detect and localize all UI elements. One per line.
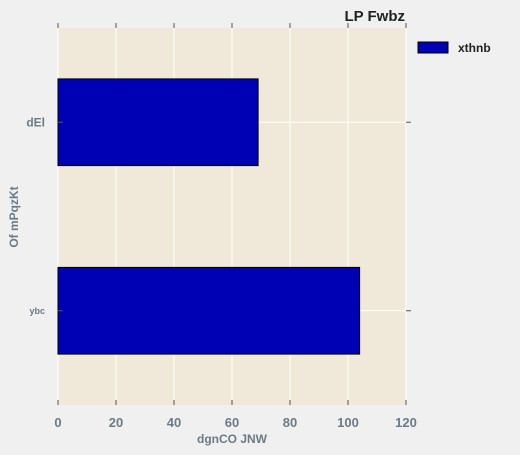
y-axis: ybc dEl: [26, 115, 411, 316]
x-tick-label: 0: [54, 415, 61, 430]
legend: xthnb: [417, 41, 491, 55]
x-tick-label: 120: [395, 415, 417, 430]
legend-swatch: [417, 41, 449, 54]
y-tick-label: dEl: [26, 115, 45, 129]
chart-title: LP Fwbz: [344, 8, 405, 25]
x-tick-label: 40: [167, 415, 181, 430]
y-tick-label: ybc: [29, 306, 45, 316]
legend-label: xthnb: [458, 41, 491, 55]
x-tick-label: 100: [337, 415, 359, 430]
bar: [57, 266, 361, 355]
x-tick-label: 80: [283, 415, 297, 430]
bar: [57, 78, 259, 167]
x-axis-label: dgnCO JNW: [197, 432, 268, 446]
x-axis: 0 20 40 60 80 100 120: [54, 23, 417, 430]
bars: [57, 78, 361, 355]
x-tick-label: 20: [109, 415, 123, 430]
x-tick-label: 60: [225, 415, 239, 430]
y-axis-label: Of mPqzKt: [7, 186, 21, 247]
